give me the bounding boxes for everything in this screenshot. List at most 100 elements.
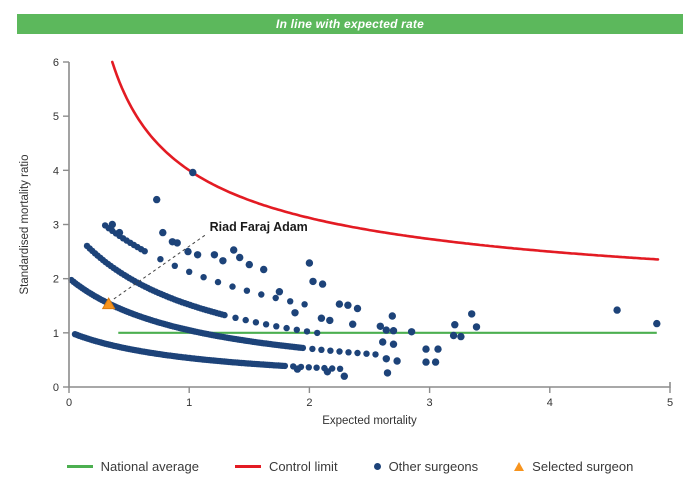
other-surgeon-point[interactable] <box>309 277 317 286</box>
other-surgeon-point[interactable] <box>293 365 302 373</box>
other-surgeon-point[interactable] <box>230 246 238 254</box>
annotation-callout-line <box>113 234 206 300</box>
other-surgeon-point[interactable] <box>301 301 308 308</box>
other-surgeon-point[interactable] <box>287 298 294 305</box>
status-banner: In line with expected rate <box>17 14 683 34</box>
other-surgeon-point[interactable] <box>379 338 387 346</box>
other-surgeon-point[interactable] <box>336 365 344 372</box>
other-surgeon-point[interactable] <box>272 294 279 302</box>
other-surgeon-point[interactable] <box>422 358 430 366</box>
other-surgeon-point[interactable] <box>382 355 390 363</box>
y-tick-label: 1 <box>53 328 59 340</box>
other-surgeon-point[interactable] <box>275 288 284 296</box>
other-surgeon-point[interactable] <box>189 168 197 177</box>
other-surgeon-point[interactable] <box>229 283 236 290</box>
other-surgeon-point[interactable] <box>422 345 430 353</box>
other-surgeon-point[interactable] <box>393 357 401 365</box>
other-surgeon-point[interactable] <box>431 358 440 366</box>
other-surgeon-point[interactable] <box>318 280 327 288</box>
other-surgeon-point[interactable] <box>252 319 260 326</box>
other-surgeon-point[interactable] <box>303 328 311 335</box>
selected-surgeon-label: Riad Faraj Adam <box>210 220 308 234</box>
other-surgeon-point[interactable] <box>219 257 227 265</box>
legend-label: National average <box>100 459 199 474</box>
other-surgeon-point[interactable] <box>291 309 299 317</box>
y-tick-label: 0 <box>53 382 59 394</box>
legend: National average Control limit Other sur… <box>0 459 700 474</box>
other-surgeon-point[interactable] <box>309 345 316 353</box>
other-surgeon-point[interactable] <box>273 323 280 330</box>
other-surgeon-point[interactable] <box>434 345 442 353</box>
other-surgeon-point[interactable] <box>184 247 192 256</box>
other-surgeon-point[interactable] <box>214 278 222 286</box>
other-surgeon-point[interactable] <box>313 364 320 371</box>
other-surgeon-point[interactable] <box>449 331 458 340</box>
funnel-plot-canvas: 0 1 2 3 4 5 6 0 1 2 3 4 5 Expected mortality Standardi… <box>19 57 673 427</box>
other-surgeon-point[interactable] <box>210 251 219 259</box>
other-surgeon-point[interactable] <box>388 312 396 320</box>
other-surgeon-point[interactable] <box>305 259 314 267</box>
other-surgeon-point[interactable] <box>613 306 621 314</box>
other-surgeon-point[interactable] <box>345 349 352 356</box>
other-surgeon-point[interactable] <box>186 268 193 275</box>
other-surgeon-point[interactable] <box>141 248 148 255</box>
other-surgeon-point[interactable] <box>363 350 370 357</box>
y-tick-label: 4 <box>53 165 59 177</box>
other-surgeon-point[interactable] <box>389 340 398 348</box>
y-tick-label: 5 <box>53 111 59 123</box>
other-surgeon-point[interactable] <box>108 220 117 229</box>
other-surgeon-point[interactable] <box>221 311 228 319</box>
other-surgeon-point[interactable] <box>389 327 398 335</box>
other-surgeon-point[interactable] <box>258 291 265 298</box>
other-surgeon-point[interactable] <box>171 262 178 269</box>
other-surgeon-point[interactable] <box>318 346 325 353</box>
other-surgeon-point[interactable] <box>236 253 244 262</box>
other-surgeon-point[interactable] <box>157 256 164 263</box>
other-surgeon-point[interactable] <box>242 316 249 324</box>
other-surgeon-point[interactable] <box>115 228 124 237</box>
other-surgeon-point[interactable] <box>293 326 300 333</box>
other-surgeon-point[interactable] <box>336 348 343 355</box>
other-surgeon-point[interactable] <box>354 349 361 357</box>
other-surgeon-point[interactable] <box>407 328 416 336</box>
other-surgeon-point[interactable] <box>314 329 321 337</box>
other-surgeon-point[interactable] <box>262 321 270 328</box>
other-surgeon-point[interactable] <box>200 274 207 281</box>
other-surgeon-point[interactable] <box>260 265 268 274</box>
other-surgeon-point[interactable] <box>383 369 392 377</box>
other-surgeon-point[interactable] <box>376 322 384 330</box>
other-surgeon-point[interactable] <box>193 251 202 259</box>
other-surgeon-point[interactable] <box>451 321 459 329</box>
other-surgeon-point[interactable] <box>245 260 253 269</box>
other-surgeon-point[interactable] <box>305 364 312 371</box>
other-surgeon-point[interactable] <box>299 344 307 352</box>
other-surgeon-point[interactable] <box>323 368 332 376</box>
other-surgeon-point[interactable] <box>353 304 362 313</box>
y-tick-label: 3 <box>53 220 59 232</box>
other-surgeon-point[interactable] <box>281 362 289 370</box>
other-surgeon-point[interactable] <box>457 332 465 341</box>
other-surgeon-point[interactable] <box>173 239 181 247</box>
other-surgeon-point[interactable] <box>335 300 344 308</box>
other-surgeon-point[interactable] <box>326 316 334 325</box>
other-surgeon-point[interactable] <box>243 287 251 294</box>
legend-label: Control limit <box>268 459 338 474</box>
other-surgeon-point[interactable] <box>232 314 239 321</box>
other-surgeon-point[interactable] <box>653 319 661 328</box>
other-surgeon-point[interactable] <box>372 351 379 358</box>
other-surgeon-point[interactable] <box>283 324 290 332</box>
other-surgeon-point[interactable] <box>468 310 476 318</box>
other-surgeon-point[interactable] <box>340 372 348 380</box>
x-tick-label: 4 <box>547 397 553 409</box>
selected-surgeon-marker[interactable] <box>101 297 116 310</box>
other-surgeon-point[interactable] <box>472 323 481 331</box>
other-surgeon-point[interactable] <box>317 314 326 322</box>
other-surgeon-point[interactable] <box>349 320 357 328</box>
x-tick-label: 0 <box>66 397 72 409</box>
other-surgeon-point[interactable] <box>153 195 161 204</box>
other-surgeon-point[interactable] <box>382 326 390 334</box>
selected-surgeon-triangle-icon <box>514 462 525 471</box>
other-surgeon-point[interactable] <box>159 228 167 237</box>
other-surgeon-point[interactable] <box>327 347 334 354</box>
other-surgeon-point[interactable] <box>344 301 352 309</box>
